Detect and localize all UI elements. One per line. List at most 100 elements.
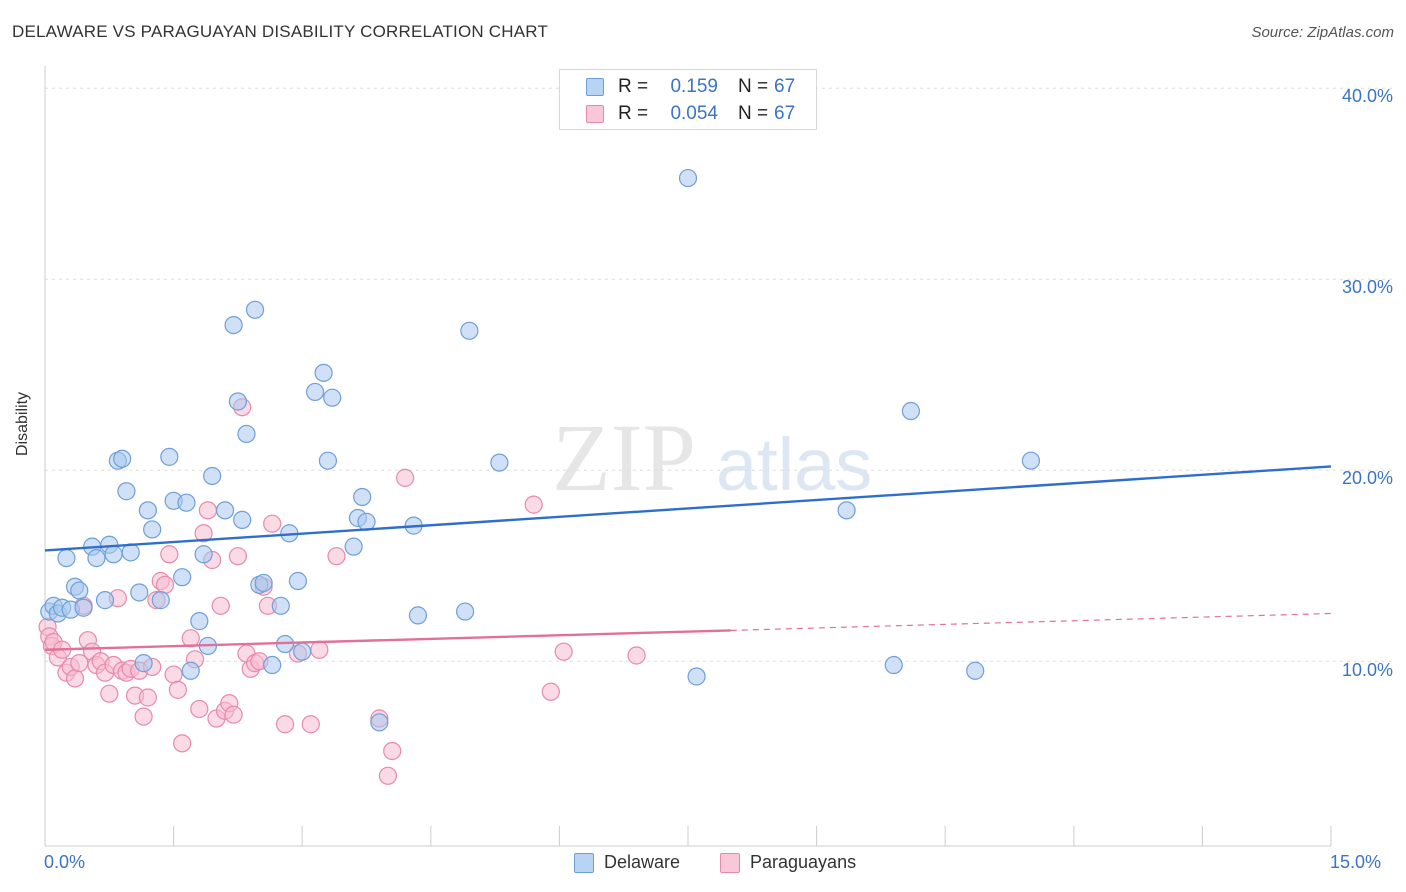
- delaware-point: [455, 602, 475, 621]
- delaware-point: [160, 447, 179, 466]
- delaware-point: [460, 321, 479, 340]
- delaware-point: [353, 487, 372, 507]
- y-tick-30: 30.0%: [1341, 277, 1393, 297]
- delaware-point: [173, 568, 192, 587]
- delaware-point: [87, 548, 106, 568]
- paraguayans-point: [228, 547, 247, 566]
- grid-lines: [45, 87, 1392, 662]
- delaware-point: [177, 493, 196, 512]
- delaware-point: [901, 401, 921, 421]
- y-tick-40: 40.0%: [1341, 86, 1393, 106]
- delaware-swatch: [586, 78, 604, 96]
- y-tick-10: 10.0%: [1341, 660, 1393, 680]
- paraguayans-point: [275, 715, 295, 734]
- n-label: N =: [738, 76, 769, 97]
- delaware-point: [138, 501, 157, 520]
- delaware-point: [305, 382, 325, 402]
- delaware-point: [74, 598, 93, 617]
- legend-item-delaware[interactable]: Delaware: [574, 852, 680, 873]
- paraguayans-point: [301, 715, 320, 734]
- paraguayans-trend-line-extension: [730, 612, 1332, 632]
- x-tick-min: 0.0%: [44, 852, 86, 872]
- y-axis-label: Disability: [14, 391, 31, 456]
- delaware-point: [104, 545, 123, 564]
- delaware-point: [1021, 451, 1041, 470]
- paraguayans-legend-swatch: [720, 852, 740, 873]
- delaware-point: [370, 713, 389, 732]
- paraguayans-point: [627, 646, 646, 665]
- delaware-point: [288, 571, 308, 591]
- delaware-point: [271, 596, 290, 615]
- legend-label-paraguayans: Paraguayans: [750, 852, 857, 872]
- paraguayans-point: [155, 575, 175, 594]
- delaware-point: [344, 537, 363, 556]
- paraguayans-point: [327, 547, 346, 566]
- paraguayans-point: [395, 468, 415, 487]
- paraguayans-point: [164, 665, 183, 684]
- delaware-point: [203, 466, 222, 486]
- delaware-point: [190, 612, 209, 631]
- delaware-point: [318, 451, 338, 470]
- paraguayans-point: [224, 705, 243, 724]
- r-value: 0.159: [670, 76, 718, 97]
- delaware-point: [490, 453, 509, 472]
- paraguayans-point: [134, 707, 153, 726]
- delaware-point: [687, 667, 706, 686]
- legend-label-delaware: Delaware: [604, 852, 681, 872]
- y-tick-20: 20.0%: [1341, 468, 1393, 488]
- r-label: R =: [618, 76, 649, 97]
- paraguayans-point: [168, 680, 187, 699]
- delaware-point: [323, 388, 342, 407]
- delaware-point: [224, 315, 243, 335]
- paraguayans-point: [194, 524, 213, 543]
- delaware-point: [228, 392, 247, 411]
- stats-row-paraguayans: R = 0.054 N = 67: [618, 102, 795, 126]
- delaware-point: [966, 661, 985, 680]
- delaware-point: [884, 655, 903, 675]
- delaware-point: [143, 520, 162, 539]
- delaware-point: [314, 363, 333, 382]
- stats-legend: R = 0.159 N = 67 R = 0.054 N = 67: [559, 69, 817, 130]
- x-tick-max: 15.0%: [1330, 852, 1382, 872]
- delaware-point: [408, 606, 428, 625]
- paraguayans-point: [554, 642, 573, 661]
- delaware-point: [263, 655, 282, 675]
- paraguayans-point: [383, 741, 402, 761]
- delaware-point: [254, 573, 273, 593]
- series-legend: Delaware Paraguayans: [0, 852, 1406, 876]
- delaware-point: [194, 545, 213, 564]
- delaware-point: [245, 300, 265, 319]
- axes: [44, 66, 1332, 847]
- legend-item-paraguayans[interactable]: Paraguayans: [720, 852, 856, 873]
- delaware-points: [40, 168, 1041, 732]
- delaware-point: [237, 424, 256, 444]
- paraguayans-point: [541, 682, 560, 701]
- n-value: 67: [774, 103, 796, 124]
- delaware-point: [357, 512, 376, 531]
- delaware-trend-line: [44, 465, 1332, 552]
- n-label: N =: [738, 103, 769, 124]
- delaware-point: [70, 581, 89, 600]
- paraguayans-swatch: [586, 105, 604, 123]
- paraguayans-point: [310, 640, 329, 659]
- delaware-point: [95, 591, 115, 610]
- delaware-point: [151, 591, 170, 610]
- delaware-legend-swatch: [574, 852, 594, 873]
- watermark-zip: ZIP: [552, 404, 696, 511]
- stats-row-delaware: R = 0.159 N = 67: [618, 75, 795, 99]
- paraguayans-point: [181, 629, 200, 648]
- delaware-point: [181, 661, 200, 680]
- paraguayans-trend-line: [44, 629, 731, 651]
- delaware-point: [113, 449, 132, 468]
- delaware-point: [678, 168, 698, 188]
- delaware-point: [57, 548, 76, 568]
- delaware-point: [215, 501, 235, 520]
- r-value: 0.054: [670, 103, 718, 124]
- n-value: 67: [774, 76, 796, 97]
- paraguayans-point: [138, 688, 157, 707]
- r-label: R =: [618, 103, 649, 124]
- paraguayans-point: [211, 596, 230, 615]
- delaware-point: [233, 510, 252, 529]
- watermark-atlas: atlas: [716, 423, 872, 506]
